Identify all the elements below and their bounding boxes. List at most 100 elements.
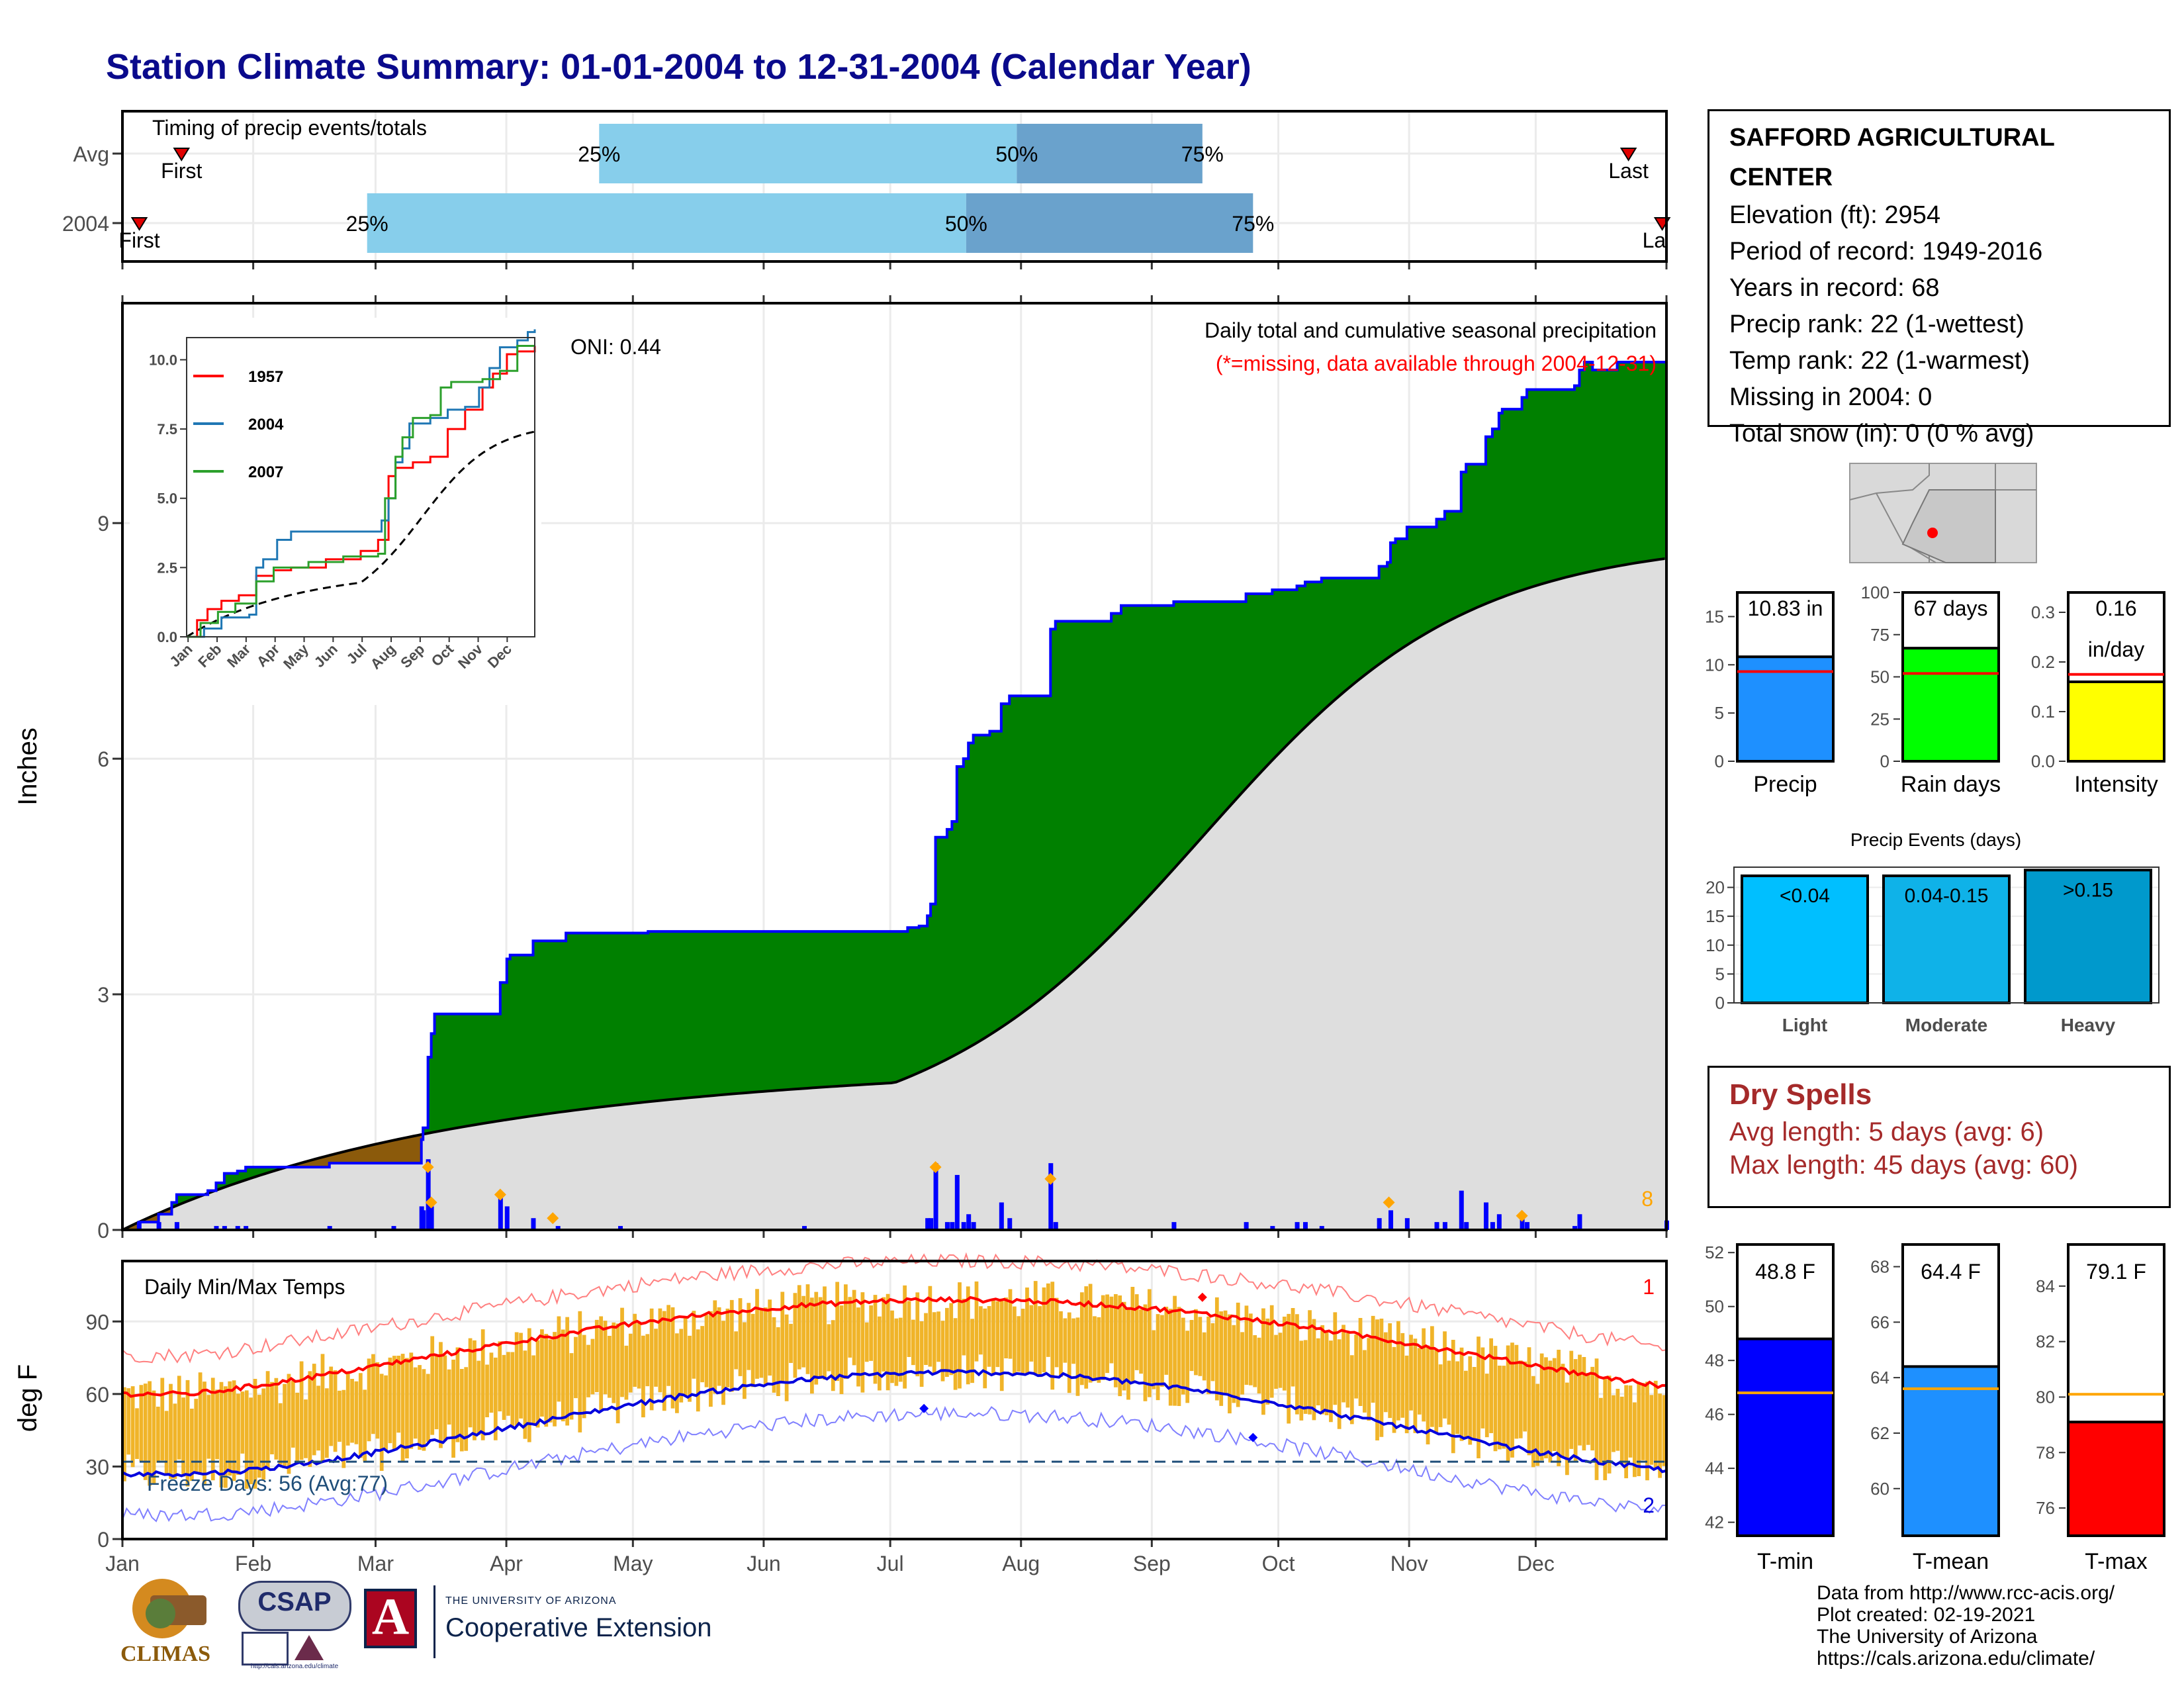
precip-daily-bar xyxy=(555,1226,561,1230)
precip-daily-bar xyxy=(933,1163,938,1230)
precip-daily-bar xyxy=(1053,1222,1058,1230)
timing-title: Timing of precip events/totals xyxy=(152,116,427,140)
ua-logo-letter: A xyxy=(371,1587,410,1645)
precip-daily-bar xyxy=(1388,1210,1394,1230)
ua-logo[interactable]: A THE UNIVERSITY OF ARIZONA Cooperative … xyxy=(361,1585,745,1671)
pbar-value-label-2: in/day xyxy=(2088,637,2144,661)
tbar-y-tick-label: 68 xyxy=(1870,1257,1889,1277)
station-info-box: SAFFORD AGRICULTURAL CENTER Elevation (f… xyxy=(1707,109,2171,447)
precip-daily-bar xyxy=(961,1222,966,1230)
dry-spells-box: Dry Spells Avg length: 5 days (avg: 6) M… xyxy=(1707,1066,2171,1208)
temps-record-marker xyxy=(919,1403,929,1413)
timing-frame xyxy=(121,110,1668,263)
precip-title: Daily total and cumulative seasonal prec… xyxy=(1205,318,1657,342)
precip-daily-bar xyxy=(950,1222,955,1230)
inset-y-tick-label: 5.0 xyxy=(157,491,177,507)
temps-x-tick-label: Nov xyxy=(1390,1552,1428,1575)
timing-label-50: 50% xyxy=(945,212,987,236)
pbar-y-tick-label: 100 xyxy=(1861,583,1889,602)
pbar-y-tick-label: 25 xyxy=(1870,709,1889,729)
pbar-value-bar xyxy=(1901,647,2000,763)
inset-legend-label: 2007 xyxy=(248,463,283,481)
timing-first-marker xyxy=(130,217,148,231)
precip-daily-bar xyxy=(222,1226,227,1230)
precip-daily-bar xyxy=(944,1222,950,1230)
precip-daily-bar xyxy=(1377,1218,1382,1230)
temps-record-marker xyxy=(1197,1292,1207,1302)
precip-extreme-marker xyxy=(494,1188,506,1201)
timing-first-label: First xyxy=(118,228,159,252)
events-x-label: Moderate xyxy=(1905,1015,1987,1035)
temps-daily-range-bars xyxy=(122,1281,1666,1489)
inset-legend-label: 1957 xyxy=(248,368,283,386)
temps-x-tick-label: Dec xyxy=(1517,1552,1555,1575)
tbar-axis-label: T-min xyxy=(1757,1549,1813,1574)
events-y-tick-label: 10 xyxy=(1706,935,1725,955)
tbar-y-tick-label: 52 xyxy=(1705,1243,1724,1262)
csap-logo[interactable]: CSAP http://cals.arizona.edu/climate xyxy=(232,1575,354,1675)
tbar-y-tick-label: 76 xyxy=(2036,1498,2055,1518)
timing-bar-q50-q75 xyxy=(1017,124,1203,183)
ua-logo-big: Cooperative Extension xyxy=(445,1613,712,1642)
events-bar xyxy=(2024,868,2152,1004)
precip-average-fill xyxy=(122,558,1666,1230)
precip-daily-bar xyxy=(1496,1214,1502,1230)
temperature-panel: 0 30 60 90 Daily Min/Max Temps Freeze Days: 5… xyxy=(13,1252,1668,1575)
precip-y-tick-label: 9 xyxy=(97,512,109,536)
temps-x-tick-label: Mar xyxy=(357,1552,394,1575)
pbar-y-tick-label: 50 xyxy=(1870,667,1889,687)
events-title: Precip Events (days) xyxy=(1850,829,2021,850)
precip-average-line xyxy=(122,557,1665,1231)
timing-bar-q50-q75 xyxy=(966,193,1253,253)
temps-record-marker xyxy=(1248,1432,1258,1442)
temps-freeze-days: Freeze Days: 56 (Avg:77) xyxy=(147,1472,388,1495)
events-y-tick-label: 15 xyxy=(1706,906,1725,926)
station-snow: Total snow (in): 0 (0 % avg) xyxy=(1729,420,2034,447)
pbar-value-label: 67 days xyxy=(1913,596,1987,620)
pbar-axis-label: Intensity xyxy=(2074,772,2158,797)
pbar-y-tick-label: 10 xyxy=(1705,655,1724,675)
precip-daily-bar xyxy=(174,1222,179,1230)
climas-logo[interactable]: CLIMAS xyxy=(109,1575,215,1675)
precip-daily-bar xyxy=(954,1174,960,1230)
events-bar-label: <0.04 xyxy=(1780,885,1830,907)
precip-y-axis-label: Inches xyxy=(13,727,42,806)
temps-y-tick-label: 30 xyxy=(85,1455,109,1479)
precip-daily-bar xyxy=(429,1206,434,1230)
temps-x-tick-label: Sep xyxy=(1133,1552,1171,1575)
station-name-line1: SAFFORD AGRICULTURAL xyxy=(1729,124,2055,152)
precip-daily-bar xyxy=(971,1222,976,1230)
precip-daily-bar xyxy=(1442,1222,1447,1230)
pbar-y-tick-label: 0.3 xyxy=(2031,602,2055,622)
precip-extreme-marker xyxy=(1383,1196,1395,1209)
events-bar-label: 0.04-0.15 xyxy=(1905,885,1989,907)
precip-daily-bar xyxy=(1302,1222,1308,1230)
pbar-y-tick-label: 5 xyxy=(1715,703,1724,723)
map-station-marker xyxy=(1927,528,1938,538)
precip-extreme-marker xyxy=(422,1161,434,1174)
events-x-label: Light xyxy=(1782,1015,1827,1035)
temps-title: Daily Min/Max Temps xyxy=(144,1275,345,1299)
ua-logo-small: THE UNIVERSITY OF ARIZONA xyxy=(445,1595,617,1607)
csap-logo-text: CSAP xyxy=(257,1587,332,1617)
precip-daily-bar xyxy=(966,1214,972,1230)
precip-subtitle: (*=missing, data available through 2004-… xyxy=(1216,352,1657,375)
precip-daily-bar xyxy=(1525,1222,1530,1230)
temps-x-tick-label: Oct xyxy=(1262,1552,1295,1575)
events-frame xyxy=(1733,867,2160,1004)
tbar-y-tick-label: 42 xyxy=(1705,1513,1724,1532)
precip-above-average-area xyxy=(138,361,1667,1223)
temps-record-low-line xyxy=(122,1405,1667,1523)
temps-normal-max-line xyxy=(122,1295,1667,1398)
events-bar-label: >0.15 xyxy=(2063,879,2113,901)
precip-daily-bar xyxy=(235,1226,240,1230)
temps-record-high-line xyxy=(122,1252,1667,1364)
precip-daily-bar xyxy=(1270,1226,1275,1230)
temperature-summary-bars: 48.8 F 42 44 46 48 50 52 T-min 64.4 F 60 62 64 66 68 T… xyxy=(1705,1243,2165,1574)
precip-daily-bar xyxy=(136,1222,142,1230)
tbar-y-tick-label: 46 xyxy=(1705,1405,1724,1425)
csap-logo-url: http://cals.arizona.edu/climate xyxy=(250,1663,339,1670)
precip-cumulative-2004-line xyxy=(122,352,1668,1231)
pbar-axis-label: Precip xyxy=(1753,772,1817,797)
